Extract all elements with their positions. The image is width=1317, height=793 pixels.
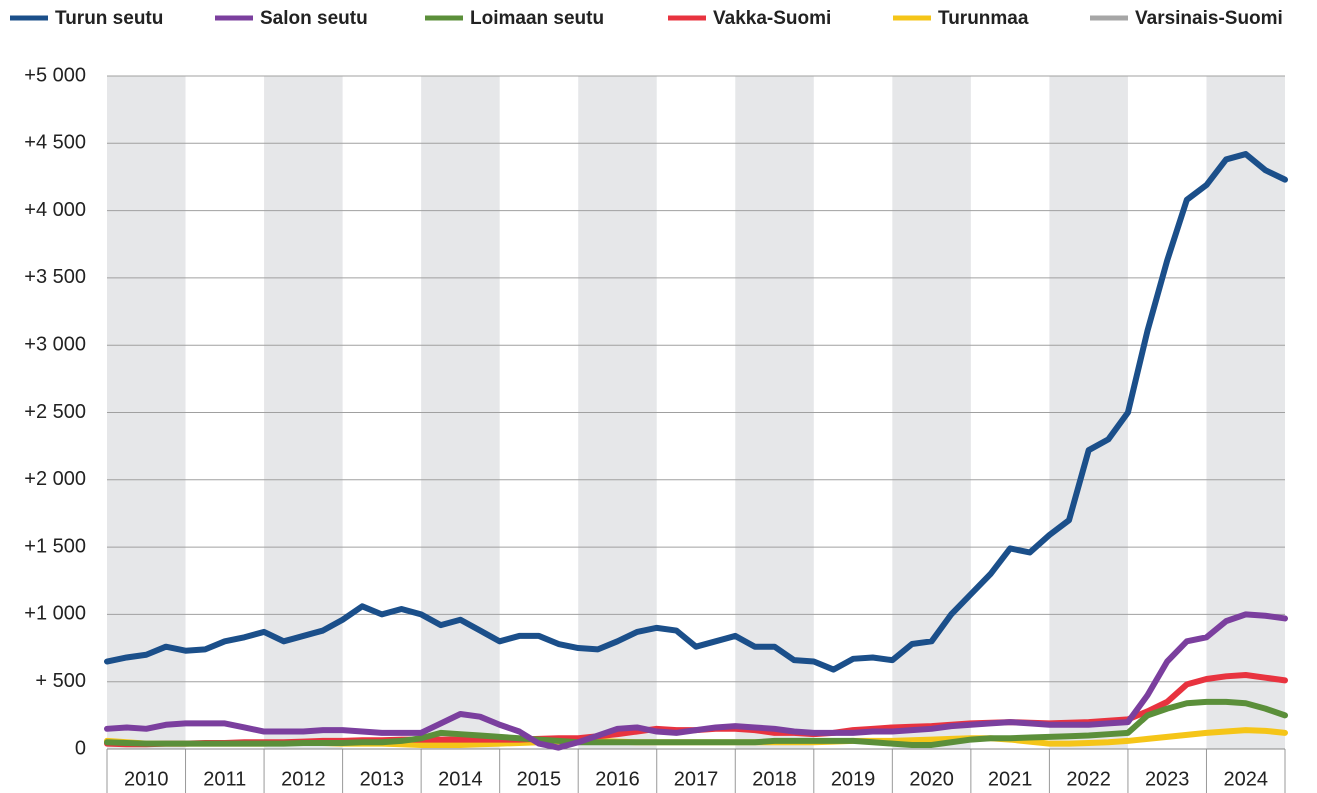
x-tick-label: 2011 [203,768,246,790]
series-line [104,611,1288,751]
y-tick-label: +1 500 [24,535,86,557]
legend-label: Varsinais-Suomi [1135,8,1283,29]
x-tick-label: 2014 [438,768,483,790]
legend-label: Vakka-Suomi [713,8,831,29]
x-tick-label: 2019 [831,768,876,790]
x-tick-label: 2022 [1066,768,1111,790]
y-tick-label: +5 000 [24,64,86,86]
x-tick-label: 2020 [909,768,954,790]
y-tick-label: +1 000 [24,603,86,625]
y-tick-label: + 500 [35,670,86,692]
legend-label: Loimaan seutu [470,8,604,29]
y-tick-label: 0 [75,737,86,759]
x-tick-label: 2013 [360,768,405,790]
y-tick-label: +4 000 [24,199,86,221]
x-tick-label: 2018 [752,768,797,790]
x-tick-label: 2016 [595,768,640,790]
y-tick-label: +2 000 [24,468,86,490]
x-tick-label: 2010 [124,768,169,790]
x-tick-label: 2017 [674,768,719,790]
y-tick-label: +4 500 [24,132,86,154]
x-tick-label: 2021 [988,768,1033,790]
x-tick-label: 2015 [517,768,562,790]
x-tick-label: 2012 [281,768,326,790]
y-tick-label: +3 000 [24,333,86,355]
series-line [104,698,1288,748]
x-tick-label: 2024 [1223,768,1268,790]
legend-label: Salon seutu [260,8,368,29]
legend-label: Turunmaa [938,8,1029,29]
legend-label: Turun seutu [55,8,163,29]
y-tick-label: +2 500 [24,401,86,423]
y-tick-label: +3 500 [24,266,86,288]
series-line [104,151,1288,673]
x-tick-label: 2023 [1145,768,1190,790]
